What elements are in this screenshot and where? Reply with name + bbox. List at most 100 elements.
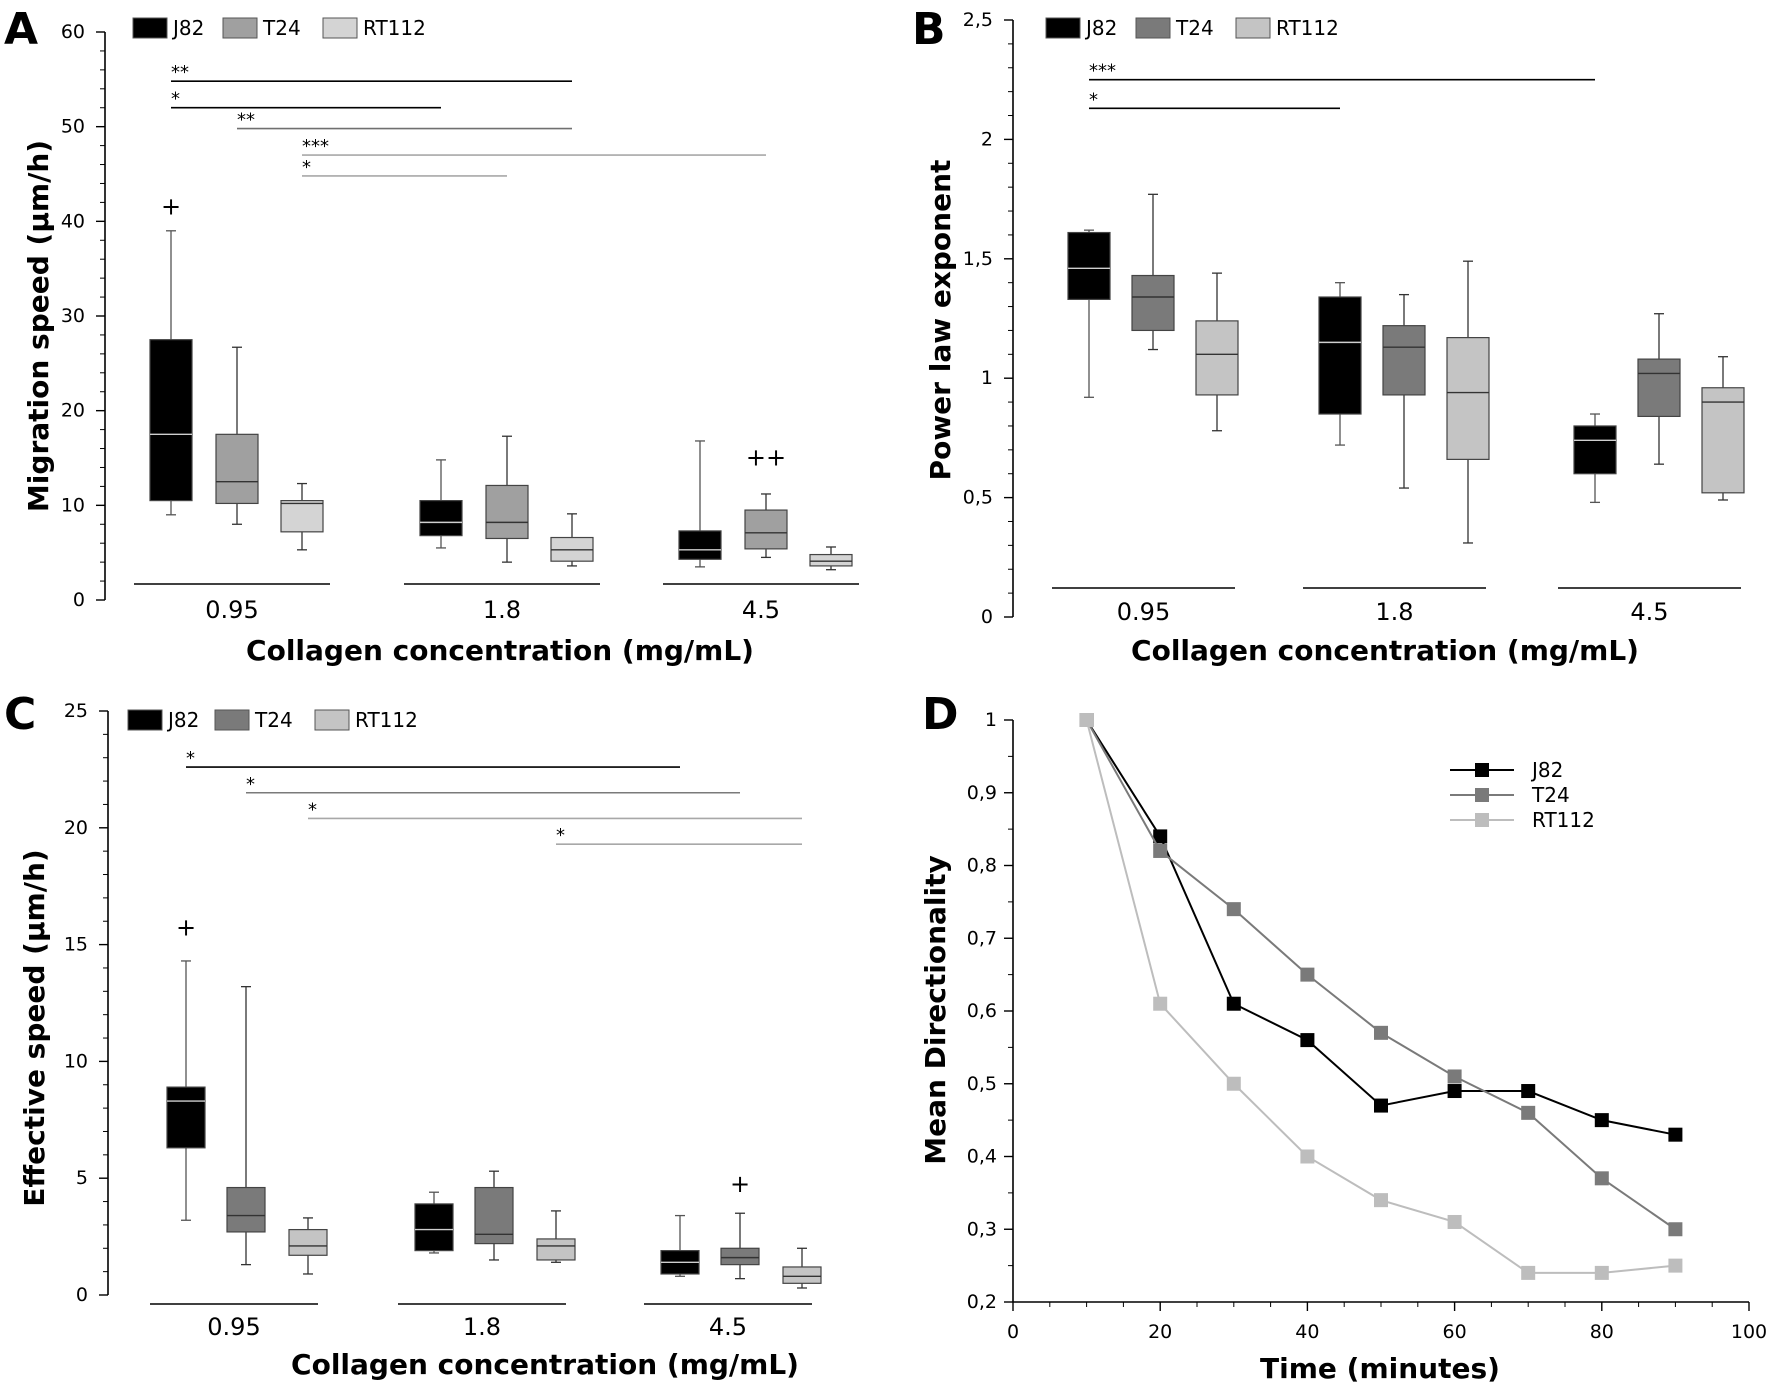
panel-letter: C	[4, 689, 36, 740]
x-axis-title: Collagen concentration (mg/mL)	[291, 1348, 799, 1381]
x-axis-title: Collagen concentration (mg/mL)	[246, 634, 754, 667]
y-tick-label: 0,5	[963, 487, 993, 509]
box-t24-0.95	[226, 1186, 266, 1233]
legend-marker-rt112	[1475, 813, 1489, 827]
y-tick-label: 0,6	[967, 1000, 997, 1022]
y-tick-label: 5	[76, 1167, 88, 1189]
box-rt112-0.95	[280, 500, 324, 533]
x-tick-label: 20	[1148, 1321, 1172, 1343]
x-tick-label: 80	[1590, 1321, 1614, 1343]
x-category-label: 0.95	[205, 596, 258, 624]
y-tick-label: 25	[64, 700, 88, 722]
x-tick-label: 0	[1007, 1321, 1019, 1343]
data-point-rt112	[1521, 1265, 1536, 1280]
legend-swatch-rt112	[322, 17, 358, 39]
y-tick-label: 40	[61, 210, 85, 232]
panel-letter: A	[4, 4, 38, 55]
data-point-t24	[1226, 902, 1241, 917]
y-tick-label: 2,5	[963, 9, 993, 31]
y-tick-label: 60	[61, 21, 85, 43]
box-j82-0.95	[149, 339, 193, 502]
y-tick-label: 0	[73, 589, 85, 611]
outlier-marker: ++	[746, 444, 786, 472]
y-tick-label: 1	[985, 709, 997, 731]
series-line-j82	[1085, 719, 1676, 1136]
y-tick-label: 0,4	[967, 1146, 997, 1168]
panel-letter: B	[912, 4, 946, 55]
box-t24-4.5	[744, 509, 788, 550]
data-point-j82	[1594, 1113, 1609, 1128]
significance-label: *	[246, 774, 255, 795]
box-rt112-0.95	[288, 1228, 328, 1256]
y-tick-label: 0,2	[967, 1291, 997, 1313]
legend-label-t24: T24	[1175, 16, 1214, 40]
panel-b-power-law-exponent-chart: B 0 0,5 1 1,5 2 2,5 Power law exponent Collagen …	[912, 4, 1745, 667]
panel-c-effective-speed-chart: C 0 5 10 15 20 25 Effective speed (µm/h) Collage…	[4, 689, 822, 1381]
data-point-rt112	[1594, 1265, 1609, 1280]
legend-swatch-t24	[222, 17, 258, 39]
y-tick-label: 0	[981, 606, 993, 628]
y-axis-title: Mean Directionality	[919, 855, 952, 1165]
panel-letter: D	[922, 689, 959, 740]
data-point-rt112	[1079, 713, 1094, 727]
significance-label: **	[171, 62, 189, 83]
data-point-rt112	[1668, 1258, 1683, 1273]
y-axis-title: Effective speed (µm/h)	[18, 849, 51, 1206]
y-tick-label: 10	[64, 1050, 88, 1072]
box-t24-0.95	[215, 433, 259, 505]
x-tick-label: 100	[1731, 1321, 1767, 1343]
significance-label: ***	[302, 136, 329, 157]
data-point-t24	[1521, 1105, 1536, 1120]
data-point-j82	[1374, 1098, 1388, 1113]
box-rt112-4.5	[809, 553, 853, 567]
outlier-marker: +	[730, 1170, 750, 1198]
x-category-label: 4.5	[742, 596, 780, 624]
panel-d-mean-directionality-chart: D 0,2 0,3 0,4 0,5 0,6 0,7 0,8 0,9 1 0 20 40 60 80 100 Me…	[919, 689, 1767, 1385]
y-tick-label: 0,5	[967, 1073, 997, 1095]
box-j82-0.95	[166, 1086, 206, 1149]
data-point-j82	[1521, 1084, 1536, 1099]
y-tick-label: 30	[61, 305, 85, 327]
legend-label-j82: J82	[1084, 16, 1117, 40]
box-t24-1.8	[485, 484, 529, 540]
data-point-t24	[1153, 843, 1168, 858]
data-point-j82	[1447, 1084, 1462, 1099]
legend-marker-t24	[1475, 788, 1489, 802]
y-tick-label: 0,7	[967, 927, 997, 949]
data-point-t24	[1594, 1171, 1609, 1186]
y-axis-title: Power law exponent	[924, 160, 957, 481]
box-rt112-1.8	[1446, 337, 1490, 460]
x-category-label: 0.95	[207, 1313, 260, 1341]
box-j82-4.5	[1573, 425, 1617, 475]
legend-swatch-rt112	[1235, 17, 1271, 39]
x-axis-title: Time (minutes)	[1260, 1352, 1500, 1385]
data-point-rt112	[1374, 1193, 1388, 1208]
legend-label-t24: T24	[1531, 783, 1570, 807]
legend-swatch-t24	[1135, 17, 1171, 39]
legend-label-j82: J82	[1530, 758, 1563, 782]
box-t24-0.95	[1131, 274, 1175, 332]
x-axis-title: Collagen concentration (mg/mL)	[1131, 634, 1639, 667]
x-category-label: 4.5	[1630, 598, 1668, 626]
box-t24-4.5	[720, 1247, 760, 1266]
data-point-j82	[1226, 996, 1241, 1011]
y-tick-label: 20	[64, 817, 88, 839]
x-category-label: 0.95	[1117, 598, 1170, 626]
legend-swatch-t24	[214, 709, 250, 731]
x-tick-label: 60	[1443, 1321, 1467, 1343]
box-t24-1.8	[1382, 325, 1426, 396]
y-tick-label: 50	[61, 116, 85, 138]
data-point-rt112	[1226, 1076, 1241, 1091]
y-tick-label: 0,9	[967, 782, 997, 804]
y-tick-label: 20	[61, 400, 85, 422]
legend-label-rt112: RT112	[363, 16, 426, 40]
box-rt112-4.5	[782, 1266, 822, 1284]
legend-label-rt112: RT112	[355, 708, 418, 732]
legend-label-rt112: RT112	[1532, 808, 1595, 832]
x-category-label: 4.5	[709, 1313, 747, 1341]
significance-label: *	[1089, 89, 1098, 110]
significance-label: *	[302, 157, 311, 178]
legend-marker-j82	[1475, 763, 1489, 777]
box-j82-4.5	[678, 530, 722, 560]
significance-label: **	[237, 110, 255, 131]
